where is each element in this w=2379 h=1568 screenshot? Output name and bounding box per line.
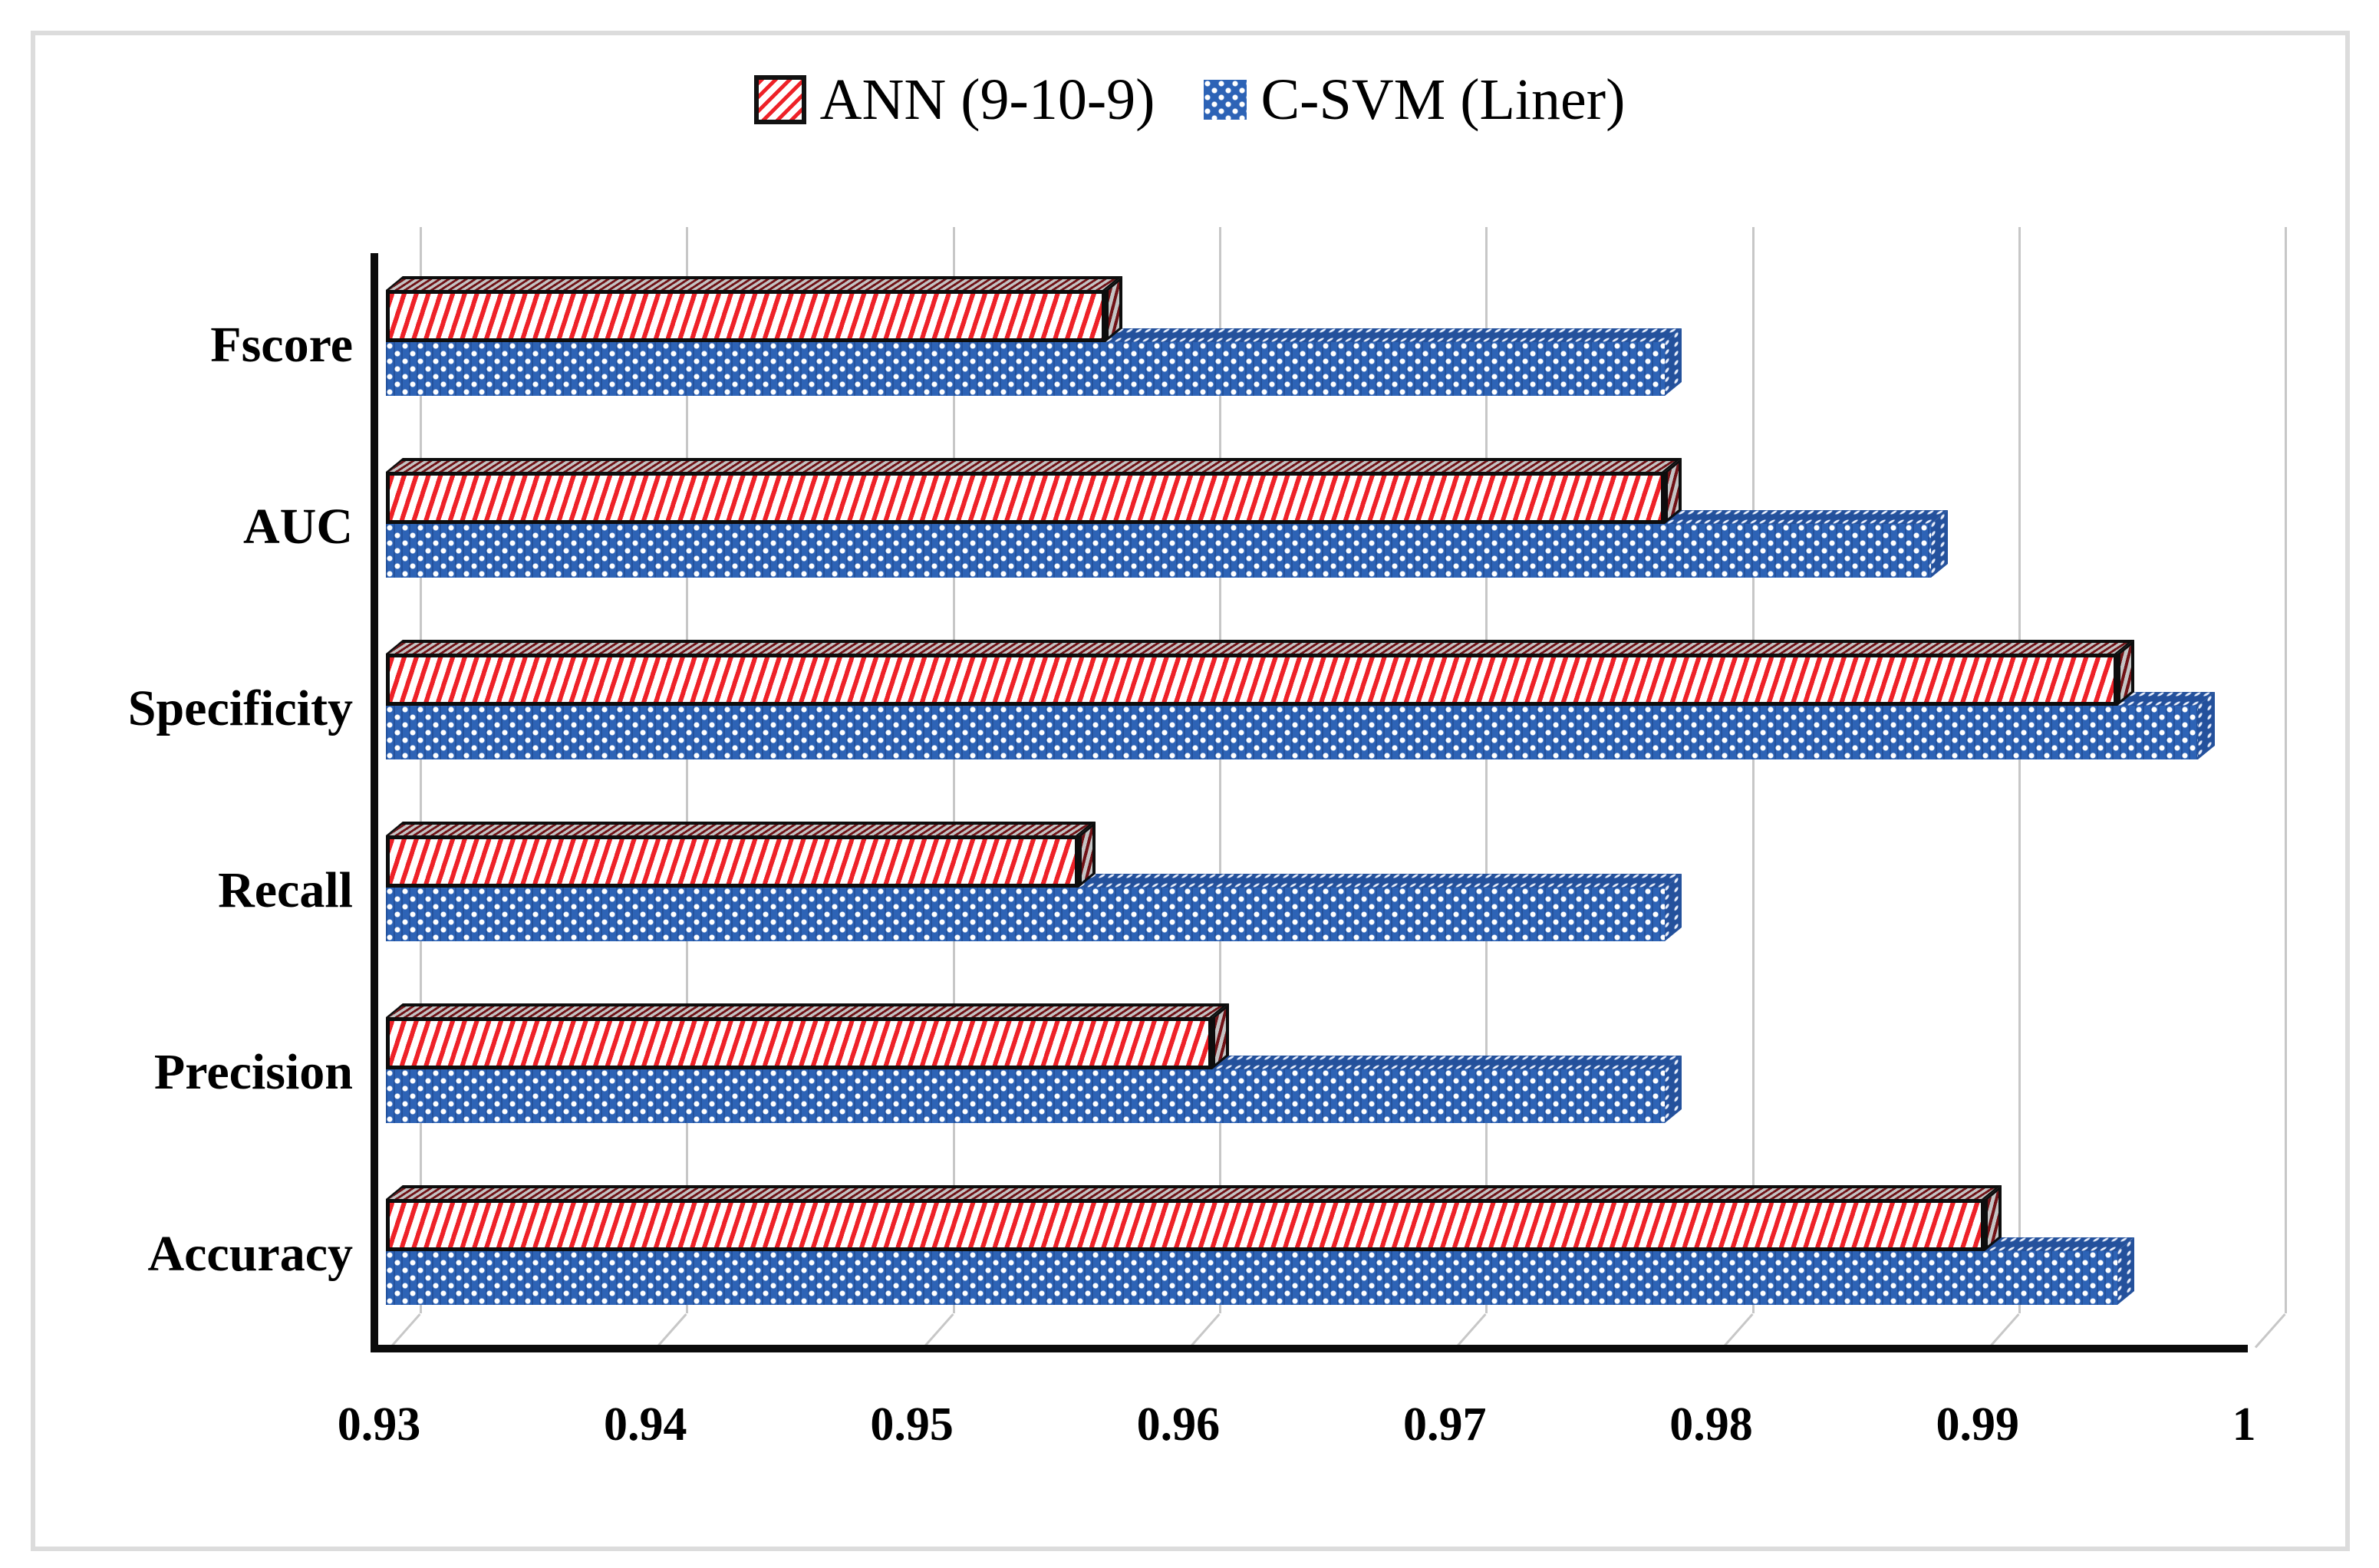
y-axis-line bbox=[371, 253, 378, 1352]
bar-ann-accuracy bbox=[386, 1199, 1985, 1251]
x-axis-tick-label: 0.97 bbox=[1402, 1398, 1487, 1451]
bar-csvm-fscore bbox=[386, 342, 1666, 396]
bar-ann-fscore bbox=[386, 290, 1105, 342]
bar-ann-accuracy-top-face bbox=[386, 1185, 2002, 1199]
legend-item-ann: ANN (9-10-9) bbox=[753, 68, 1155, 132]
bar-csvm-recall bbox=[386, 888, 1666, 941]
bar-csvm-auc bbox=[386, 524, 1932, 578]
x-axis-tick-label: 0.94 bbox=[604, 1398, 687, 1451]
bar-ann-fscore-top-face bbox=[386, 276, 1122, 290]
csvm-legend-swatch bbox=[1204, 80, 1247, 120]
bar-csvm-accuracy bbox=[386, 1251, 2118, 1305]
x-axis-tick-label: 0.96 bbox=[1136, 1398, 1221, 1451]
gridline-0.99 bbox=[2018, 227, 2021, 1313]
bar-ann-specificity-top-face bbox=[386, 640, 2135, 654]
ann-legend-label: ANN (9-10-9) bbox=[819, 68, 1155, 132]
ann-legend-swatch bbox=[753, 75, 806, 124]
category-label-fscore: Fscore bbox=[210, 317, 353, 373]
bar-ann-precision bbox=[386, 1017, 1212, 1069]
bar-csvm-precision bbox=[386, 1069, 1666, 1123]
x-axis-line bbox=[371, 1345, 2248, 1352]
category-label-recall: Recall bbox=[218, 862, 353, 918]
gridline-0.97 bbox=[1485, 227, 1488, 1313]
gridline-0.93 bbox=[420, 227, 422, 1313]
figure-border bbox=[31, 31, 2350, 1551]
x-axis-tick-label: 0.93 bbox=[337, 1398, 421, 1451]
gridline-0.94 bbox=[686, 227, 689, 1313]
bar-ann-specificity bbox=[386, 654, 2118, 706]
gridline-0.96 bbox=[1218, 227, 1221, 1313]
bar-ann-recall bbox=[386, 835, 1079, 888]
gridline-0.95 bbox=[952, 227, 955, 1313]
bar-ann-auc-top-face bbox=[386, 458, 1682, 472]
x-axis-tick-label: 1 bbox=[2232, 1398, 2256, 1451]
x-axis-tick-label: 0.95 bbox=[870, 1398, 954, 1451]
legend: ANN (9-10-9) C-SVM (Liner) bbox=[0, 71, 2379, 129]
bar-ann-precision-top-face bbox=[386, 1003, 1229, 1017]
category-label-auc: AUC bbox=[243, 499, 353, 555]
gridline-0.98 bbox=[1751, 227, 1755, 1313]
bar-csvm-specificity bbox=[386, 706, 2198, 759]
category-label-accuracy: Accuracy bbox=[147, 1226, 353, 1282]
bar-ann-auc bbox=[386, 472, 1666, 524]
x-axis-tick-label: 0.98 bbox=[1669, 1398, 1753, 1451]
gridline-1 bbox=[2285, 227, 2288, 1313]
csvm-legend-label: C-SVM (Liner) bbox=[1260, 68, 1626, 132]
legend-item-csvm: C-SVM (Liner) bbox=[1204, 71, 1625, 129]
category-label-precision: Precision bbox=[153, 1044, 353, 1100]
bar-ann-recall-top-face bbox=[386, 822, 1096, 835]
category-label-specificity: Specificity bbox=[127, 680, 353, 736]
x-axis-tick-label: 0.99 bbox=[1936, 1398, 2020, 1451]
